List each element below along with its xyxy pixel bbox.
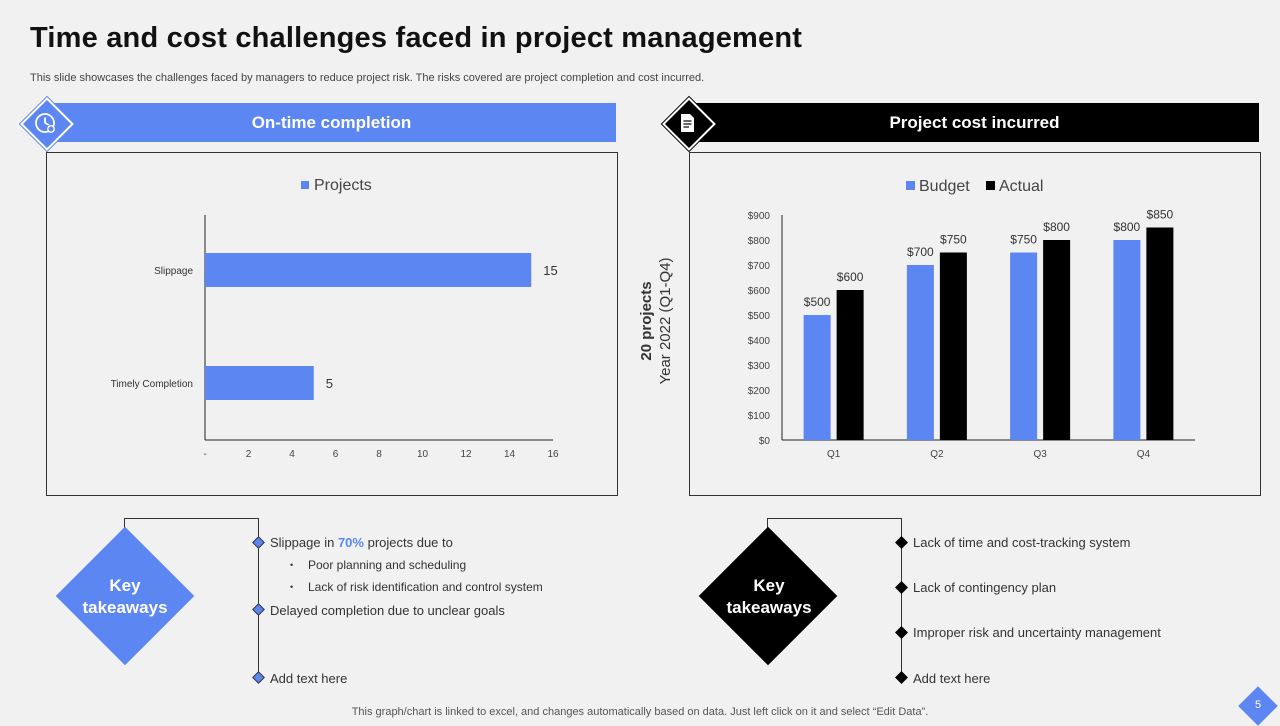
left-connector-drop xyxy=(124,518,125,530)
legend-label-actual: Actual xyxy=(999,178,1043,195)
left-subitem-1: Poor planning and scheduling xyxy=(308,558,467,572)
x-tick-label: 14 xyxy=(504,449,516,460)
x-tick-label: 4 xyxy=(289,449,295,460)
legend-swatch-projects xyxy=(301,181,309,189)
key-takeaways-label-left: Key takeaways xyxy=(55,575,195,619)
sub-bullet: • xyxy=(290,560,294,570)
bullet-diamond xyxy=(252,671,265,684)
left-items-line xyxy=(258,518,259,678)
x-tick-label: 2 xyxy=(246,449,252,460)
cost-chart-side-label: 20 projects Year 2022 (Q1-Q4) xyxy=(637,241,675,401)
right-connector-top xyxy=(767,518,902,519)
clock-gear-icon xyxy=(35,113,55,133)
right-item-4: Add text here xyxy=(913,671,991,686)
y-tick-label: $200 xyxy=(748,386,771,397)
x-tick-label: 8 xyxy=(376,449,382,460)
bullet-diamond xyxy=(895,581,908,594)
on-time-bar-chart: Projects - 2 4 6 8 10 12 14 16 Slippage 15 Timely Co… xyxy=(111,177,559,460)
bar-actual-q3 xyxy=(1043,240,1071,440)
y-tick-label: $100 xyxy=(748,411,771,422)
data-label-budget: $800 xyxy=(1114,220,1141,234)
x-tick-label: Q3 xyxy=(1033,449,1047,460)
y-tick-label: $0 xyxy=(759,436,771,447)
bullet-diamond xyxy=(252,536,265,549)
legend-label-projects: Projects xyxy=(314,177,372,194)
page-number: 5 xyxy=(1254,699,1262,711)
right-items-line xyxy=(901,518,902,678)
x-tick-label: 16 xyxy=(547,449,559,460)
project-cost-banner: Project cost incurred xyxy=(690,103,1259,142)
left-item-3: Add text here xyxy=(270,671,348,686)
data-label-actual: $600 xyxy=(837,270,864,284)
bar-actual-q1 xyxy=(836,290,864,440)
y-tick-label: $800 xyxy=(748,236,771,247)
y-tick-label: $600 xyxy=(748,286,771,297)
key-label-line2: takeaways xyxy=(82,598,168,617)
bar-budget-q1 xyxy=(803,315,831,440)
x-tick-label: 12 xyxy=(460,449,472,460)
data-label-budget: $750 xyxy=(1010,233,1037,247)
left-item-1-highlight: 70% xyxy=(337,535,364,550)
legend-label-budget: Budget xyxy=(919,178,970,195)
data-label-actual: $800 xyxy=(1043,220,1070,234)
data-label-actual: $750 xyxy=(940,233,967,247)
page-subtitle: This slide showcases the challenges face… xyxy=(30,72,705,84)
category-label: Timely Completion xyxy=(111,379,193,390)
key-label-line1: Key xyxy=(753,576,785,595)
y-tick-label: $400 xyxy=(748,336,771,347)
x-tick-label: - xyxy=(203,449,206,460)
document-icon xyxy=(681,114,694,132)
cost-chart-panel: Budget Actual $0 $100 $200 $300 $400 $500 $600 $7… xyxy=(689,152,1261,496)
data-label-actual: $850 xyxy=(1147,208,1174,222)
right-item-2: Lack of contingency plan xyxy=(913,580,1057,595)
bar-timely-completion xyxy=(205,366,314,400)
side-label-line1: 20 projects xyxy=(638,281,655,361)
bullet-diamond xyxy=(895,671,908,684)
left-item-1-pre: Slippage in xyxy=(270,535,338,550)
bar-slippage xyxy=(205,253,532,287)
page-title: Time and cost challenges faced in projec… xyxy=(30,22,803,54)
footer-note: This graph/chart is linked to excel, and… xyxy=(351,706,929,718)
sub-bullet: • xyxy=(290,582,294,592)
bullet-diamond xyxy=(252,603,265,616)
data-label: 15 xyxy=(543,263,557,278)
left-item-1: Slippage in 70% projects due to xyxy=(270,535,453,550)
bar-budget-q4 xyxy=(1113,240,1141,440)
bullet-diamond xyxy=(895,626,908,639)
side-label-line2: Year 2022 (Q1-Q4) xyxy=(657,257,674,385)
bar-budget-q2 xyxy=(906,265,934,440)
bar-budget-q3 xyxy=(1010,252,1038,440)
data-label-budget: $700 xyxy=(907,245,934,259)
cost-bar-chart: Budget Actual $0 $100 $200 $300 $400 $500 $600 $7… xyxy=(748,178,1195,460)
x-tick-label: Q2 xyxy=(930,449,944,460)
y-tick-label: $700 xyxy=(748,261,771,272)
legend-swatch-actual xyxy=(986,181,995,190)
x-tick-label: Q1 xyxy=(827,449,841,460)
x-tick-label: Q4 xyxy=(1137,449,1151,460)
right-item-1: Lack of time and cost-tracking system xyxy=(913,535,1131,550)
on-time-chart-panel: Projects - 2 4 6 8 10 12 14 16 Slippage 15 Timely Co… xyxy=(46,152,618,496)
left-connector-top xyxy=(124,518,259,519)
data-label: 5 xyxy=(326,376,333,391)
category-label: Slippage xyxy=(154,266,193,277)
left-subitem-2: Lack of risk identification and control … xyxy=(308,580,543,594)
left-item-2: Delayed completion due to unclear goals xyxy=(270,603,505,618)
y-tick-label: $500 xyxy=(748,311,771,322)
x-tick-label: 6 xyxy=(333,449,339,460)
key-takeaways-label-right: Key takeaways xyxy=(699,575,839,619)
x-tick-label: 10 xyxy=(417,449,429,460)
bar-actual-q2 xyxy=(939,252,967,440)
right-item-3: Improper risk and uncertainty management xyxy=(913,625,1161,640)
key-label-line1: Key xyxy=(109,576,141,595)
on-time-completion-banner: On-time completion xyxy=(47,103,616,142)
bar-actual-q4 xyxy=(1146,227,1174,440)
key-label-line2: takeaways xyxy=(726,598,812,617)
legend-swatch-budget xyxy=(906,181,915,190)
y-tick-label: $900 xyxy=(748,211,771,222)
left-item-1-post: projects due to xyxy=(363,535,453,550)
data-label-budget: $500 xyxy=(804,295,831,309)
y-tick-label: $300 xyxy=(748,361,771,372)
right-connector-drop xyxy=(767,518,768,530)
bullet-diamond xyxy=(895,536,908,549)
